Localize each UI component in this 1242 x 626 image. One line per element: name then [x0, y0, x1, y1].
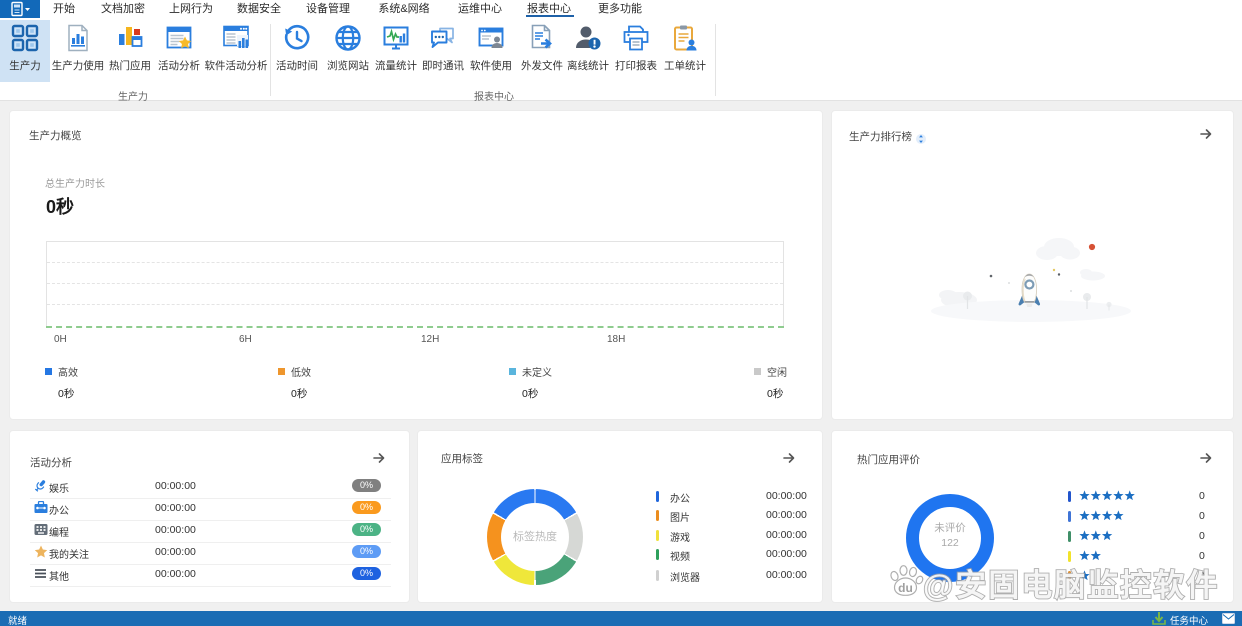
svg-text:@安固电脑监控软件: @安固电脑监控软件 [923, 568, 1219, 603]
svg-text:du: du [898, 581, 913, 595]
